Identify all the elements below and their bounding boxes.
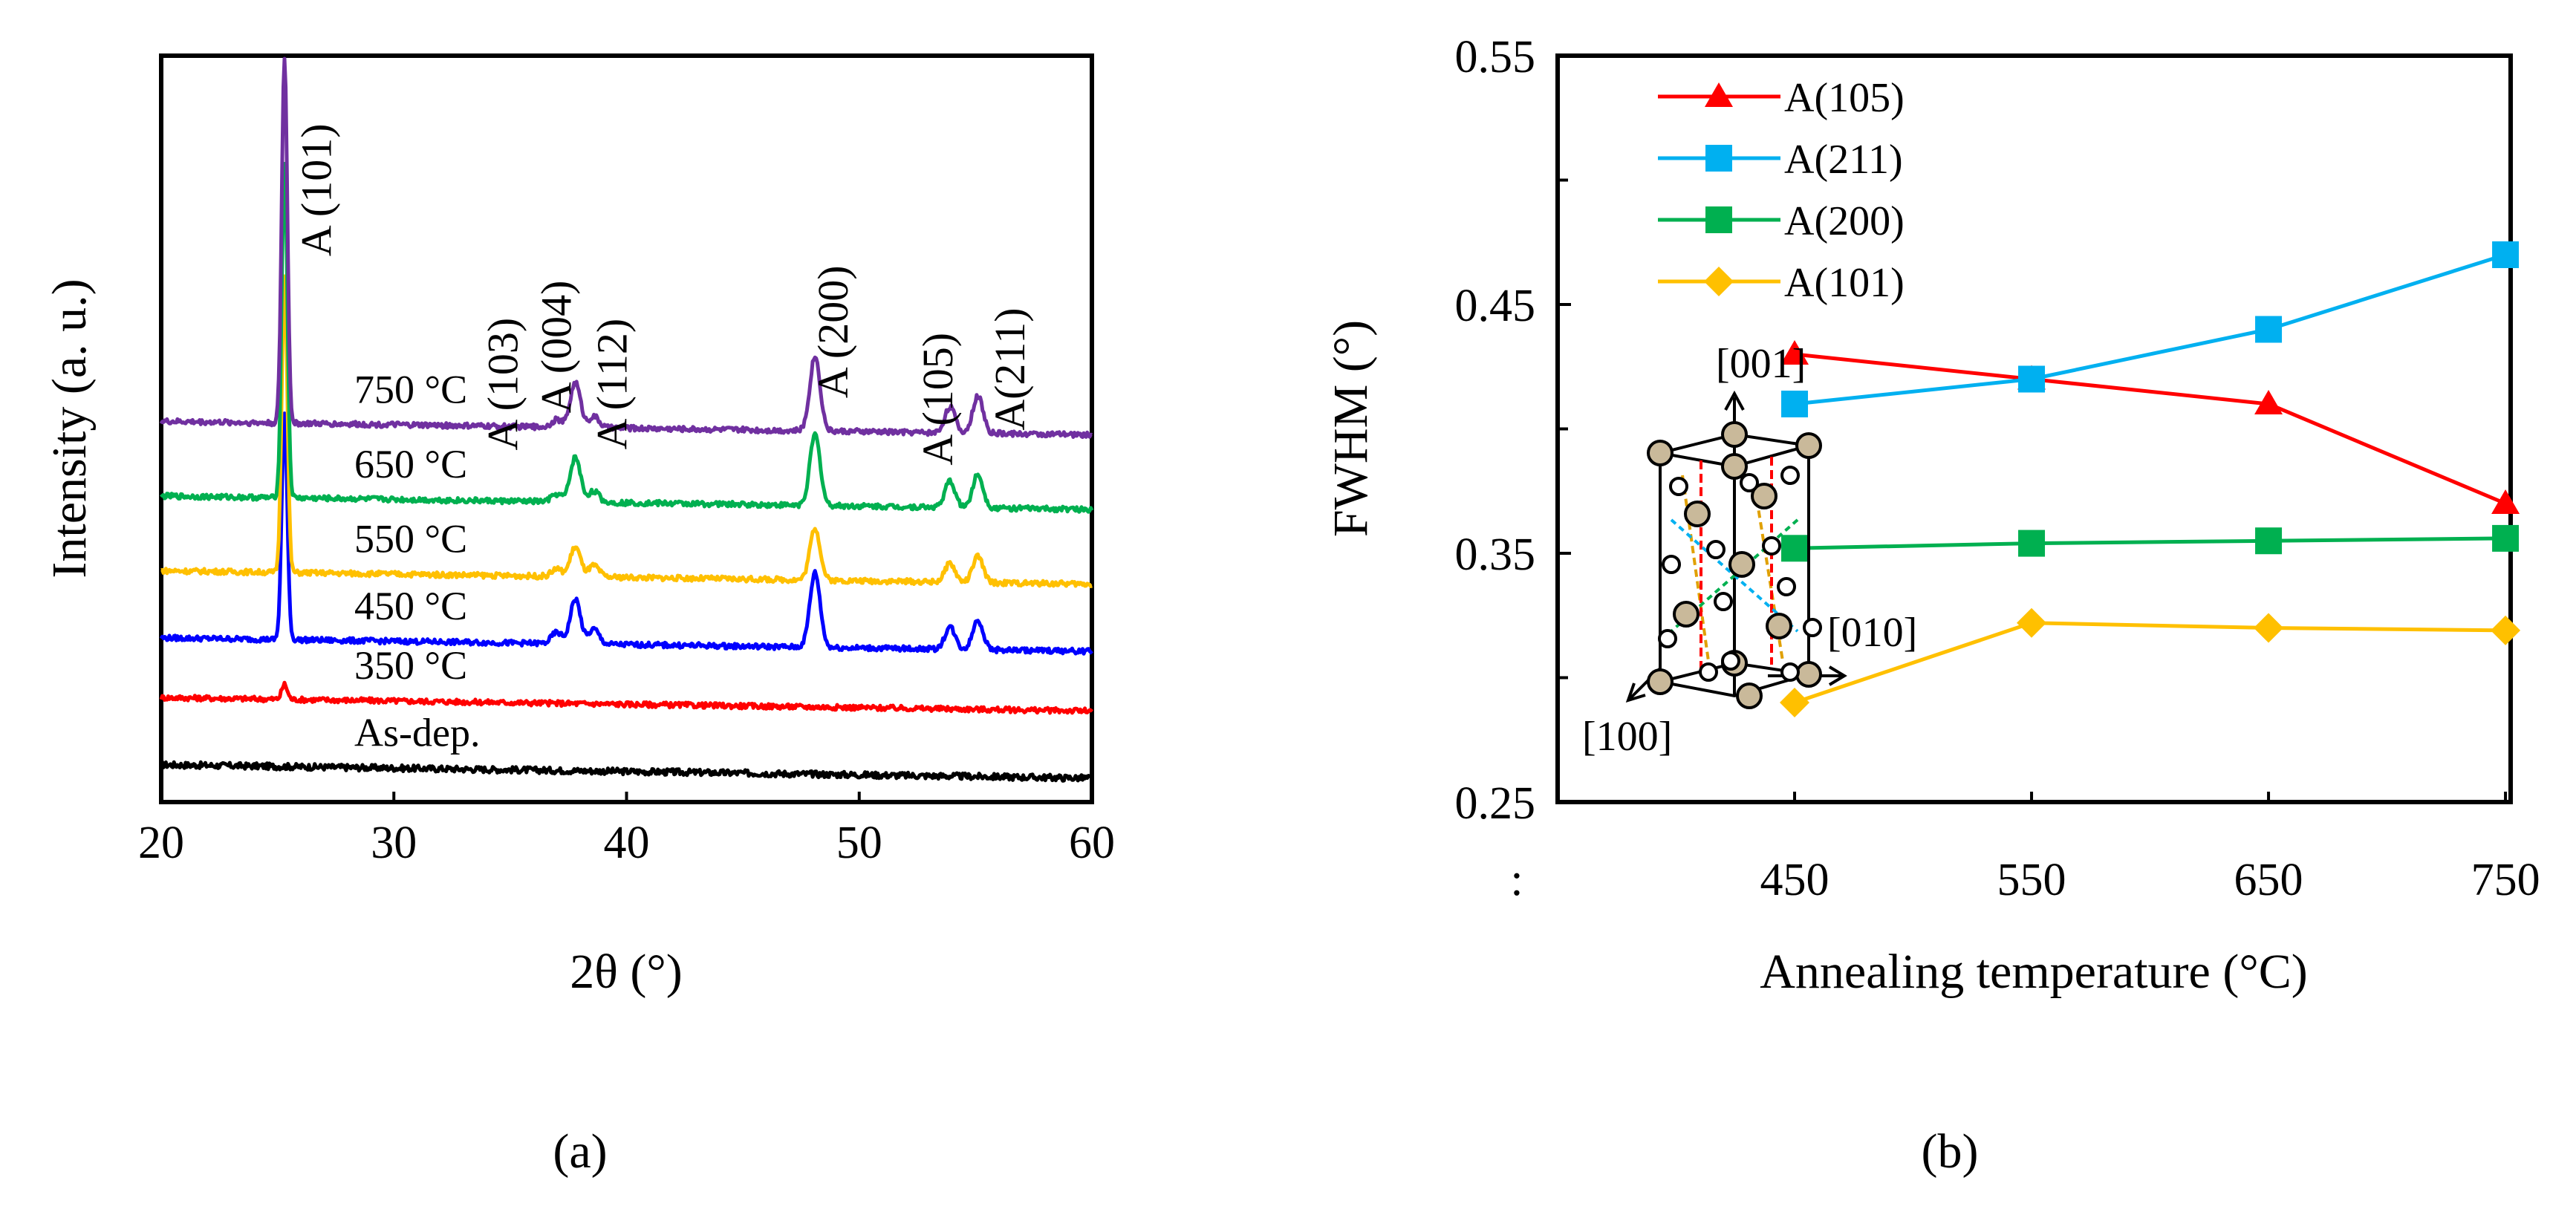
crystal-structure-inset: [001] [010] [100] [1582,341,1917,760]
panel-a-label: (a) [553,1124,607,1179]
panel-a-curve-labels: As-dep. 350 °C 450 °C 550 °C 650 °C 750 °C [354,367,480,755]
legend-label-0: A(105) [1784,75,1905,121]
panel-b-y-ticks: 0.25 0.35 0.45 0.55 [1455,32,1571,829]
fwhm-point-2 [2255,527,2283,555]
fwhm-point-2 [2492,524,2520,552]
legend-marker-1 [1705,145,1732,172]
fwhm-line-1 [1794,252,2506,406]
fwhm-line-2 [1794,536,2506,550]
panel-b-x-tick-label: 550 [1997,855,2066,905]
curve-label-0: As-dep. [354,711,480,755]
fwhm-point-2 [1781,535,1809,562]
panel-b-y-tick-label: 0.25 [1455,778,1536,829]
peak-annotation-5: A (105) [914,333,962,466]
fwhm-point-1 [2492,241,2520,268]
fwhm-point-1 [2018,365,2046,393]
fwhm-point-1 [2255,316,2283,343]
panel-a-x-axis-title: 2θ (°) [570,945,682,999]
fwhm-line-0 [1794,352,2507,506]
legend-label-1: A(211) [1784,137,1903,183]
panel-a-x-tick-label: 40 [604,818,650,868]
panel-a-chart: 20 30 40 50 60 As-dep. 350 °C 450 °C 550 °C 650 … [42,53,1115,1179]
curve-label-5: 750 °C [354,367,467,411]
panel-b-y-tick-label: 0.55 [1455,32,1536,82]
direction-100-label: [100] [1582,714,1672,760]
panel-b-legend: A(105) A(211) A(200) A(101) [1658,75,1905,306]
peak-annotation-6: A(211) [986,307,1034,430]
panel-a-x-tick-label: 30 [371,818,417,868]
panel-a-x-ticks: 20 30 40 50 60 [138,792,1115,868]
legend-marker-2 [1705,206,1732,233]
legend-marker-3 [1704,267,1734,296]
panel-b-series [1780,241,2521,717]
panel-b-y-axis-title: FWHM (°) [1324,320,1378,537]
peak-annotation-3: A (112) [588,319,637,450]
panel-b-x-ticks: 450 550 650 750: [1510,792,2540,905]
peak-annotation-2: A (004) [532,281,580,414]
panel-a-x-tick-label: 20 [138,818,184,868]
curve-label-2: 450 °C [354,584,467,628]
fwhm-point-3 [2254,613,2284,643]
curve-label-1: 350 °C [354,643,467,688]
legend-label-3: A(101) [1784,260,1905,306]
direction-010-label: [010] [1827,610,1917,656]
fwhm-point-0 [2254,390,2283,414]
spectrum-line-5 [159,56,1093,440]
panel-b-x-tick-label: 650 [2234,855,2303,905]
panel-a-x-tick-label: 60 [1069,818,1115,868]
panel-b-x-tick-label: 750 [2471,855,2540,905]
spectrum-line-3 [160,274,1093,588]
legend-marker-0 [1705,82,1733,107]
fwhm-point-3 [1780,688,1810,717]
panel-b-label: (b) [1922,1124,1979,1179]
fwhm-line-3 [1794,621,2506,705]
panel-b-chart: 0.25 0.35 0.45 0.55 450 550 650 750: A(105) A(2… [1324,32,2540,1179]
peak-annotation-0: A (101) [293,123,341,256]
unit-cell-atoms [1647,421,1822,709]
peak-annotation-4: A (200) [809,265,857,398]
curve-label-3: 550 °C [354,516,467,561]
spectrum-line-2 [159,411,1093,656]
panel-b-stray-tick-text: : [1510,855,1523,905]
fwhm-point-0 [1780,340,1809,365]
direction-001-label: [001] [1716,341,1806,387]
panel-a-series [159,56,1094,783]
panel-a-x-tick-label: 50 [836,818,882,868]
spectrum-line-0 [160,760,1093,783]
legend-label-2: A(200) [1784,198,1905,244]
panel-a-y-axis-title: Intensity (a. u.) [42,278,97,578]
panel-b-x-axis-title: Annealing temperature (°C) [1760,945,2307,999]
panel-b-y-tick-label: 0.45 [1455,281,1536,331]
curve-label-4: 650 °C [354,442,467,486]
fwhm-point-1 [1781,391,1809,417]
panel-b-x-tick-label: 450 [1760,855,1829,905]
panel-a-peak-annotations: A (101) A (103) A (004) A (112) A (200) A (10… [293,123,1034,465]
fwhm-point-3 [2017,607,2047,638]
spectrum-line-1 [159,680,1094,715]
peak-annotation-1: A (103) [478,318,527,451]
panel-b-y-tick-label: 0.35 [1455,530,1536,580]
spectrum-line-4 [160,162,1094,514]
fwhm-point-0 [2491,489,2520,514]
fwhm-point-2 [2018,530,2046,557]
fwhm-point-3 [2491,615,2521,645]
